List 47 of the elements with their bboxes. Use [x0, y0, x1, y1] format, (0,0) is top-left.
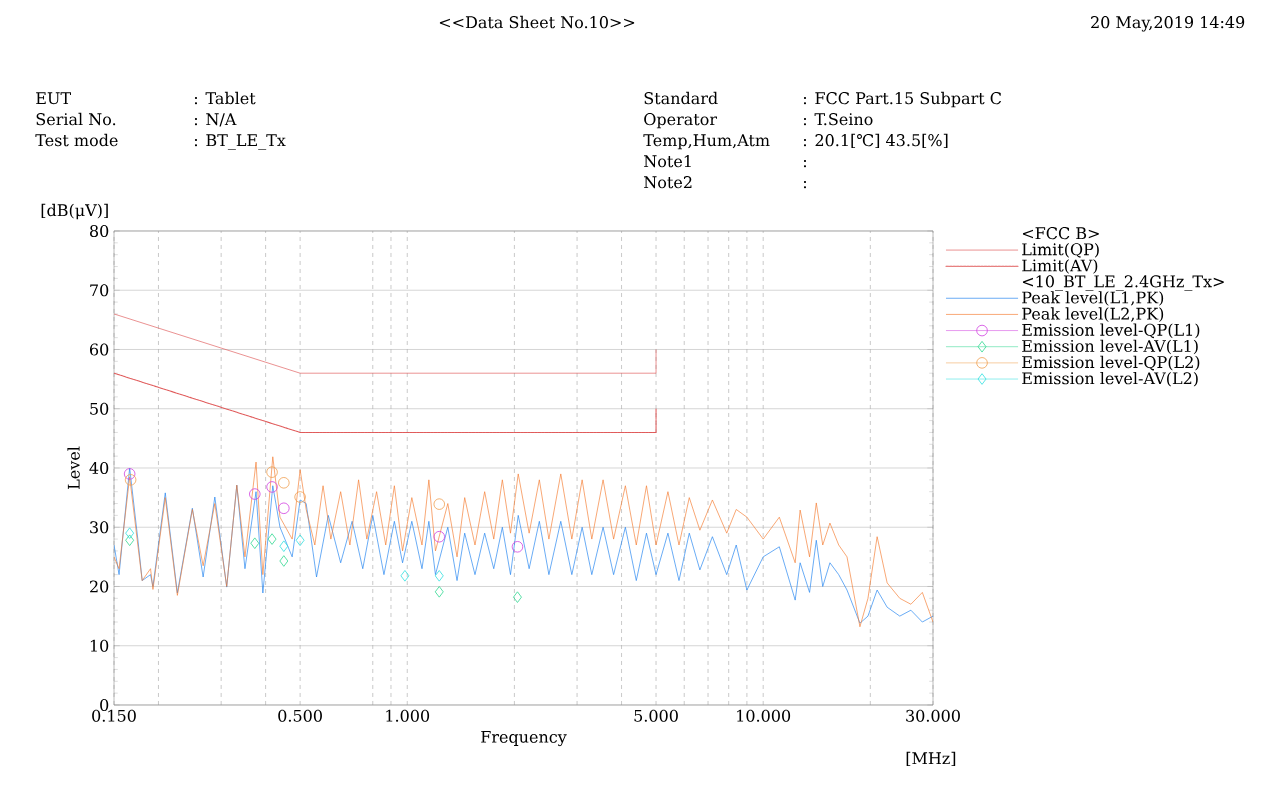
y-axis-title: Level — [67, 446, 80, 489]
x-tick-label: 10.000 — [737, 709, 791, 722]
y-tick-label: 40 — [89, 461, 109, 475]
y-tick-label: 70 — [90, 284, 109, 297]
text: : 20.1[℃] 43.5[%] — [803, 133, 948, 149]
x-tick-label: 0.150 — [92, 709, 136, 722]
x-tick-label: 30.000 — [906, 709, 960, 722]
x-tick-label: 1.000 — [386, 709, 430, 722]
text: Standard — [644, 91, 718, 105]
legend-label: Peak level(L2,PK) — [1022, 307, 1164, 322]
text: EUT — [36, 92, 71, 105]
text: : BT_LE_Tx — [194, 134, 286, 150]
legend-label: Emission level-QP(L2) — [1022, 355, 1200, 371]
legend-label: Peak level(L1,PK) — [1022, 291, 1164, 306]
text: : T.Seino — [803, 113, 873, 126]
text: [MHz] — [906, 751, 956, 767]
legend-label: Emission level-AV(L2) — [1022, 371, 1198, 387]
y-tick-label: 30 — [90, 521, 109, 534]
text: Note1 — [644, 155, 691, 168]
y-tick-label: 80 — [90, 224, 109, 238]
x-axis-title: Frequency — [481, 730, 567, 747]
legend-label: Emission level-AV(L1) — [1022, 339, 1198, 355]
x-tick-label: 0.500 — [278, 709, 322, 722]
text: [dB(μV)] — [41, 203, 108, 220]
y-tick-label: 0 — [100, 698, 109, 712]
y-tick-label: 60 — [90, 343, 109, 356]
text: Serial No. — [36, 112, 116, 126]
text: Test mode — [35, 133, 118, 147]
text: : — [803, 181, 807, 189]
text: : Tablet — [194, 91, 256, 105]
chart-title: <<Data Sheet No.10>> — [439, 15, 635, 29]
legend-label: Limit(AV) — [1022, 259, 1098, 274]
text: Operator — [644, 113, 718, 129]
y-tick-label: 20 — [90, 580, 109, 593]
text: Note2 — [644, 176, 692, 189]
legend-title: <FCC B> — [1022, 227, 1099, 240]
y-tick-label: 10 — [90, 639, 109, 652]
x-tick-label: 5.000 — [634, 709, 678, 722]
text: Temp,Hum,Atm — [643, 134, 770, 150]
legend-label: Emission level-QP(L1) — [1022, 323, 1200, 339]
y-tick-label: 50 — [90, 402, 109, 415]
text: : — [803, 160, 807, 168]
text: 20 May,2019 14:49 — [1091, 16, 1245, 32]
text: <10_BT_LE_2.4GHz_Tx> — [1022, 275, 1224, 291]
legend-label: Limit(QP) — [1022, 242, 1099, 258]
text: : N/A — [194, 113, 237, 127]
text: : FCC Part.15 Subpart C — [803, 91, 1002, 108]
